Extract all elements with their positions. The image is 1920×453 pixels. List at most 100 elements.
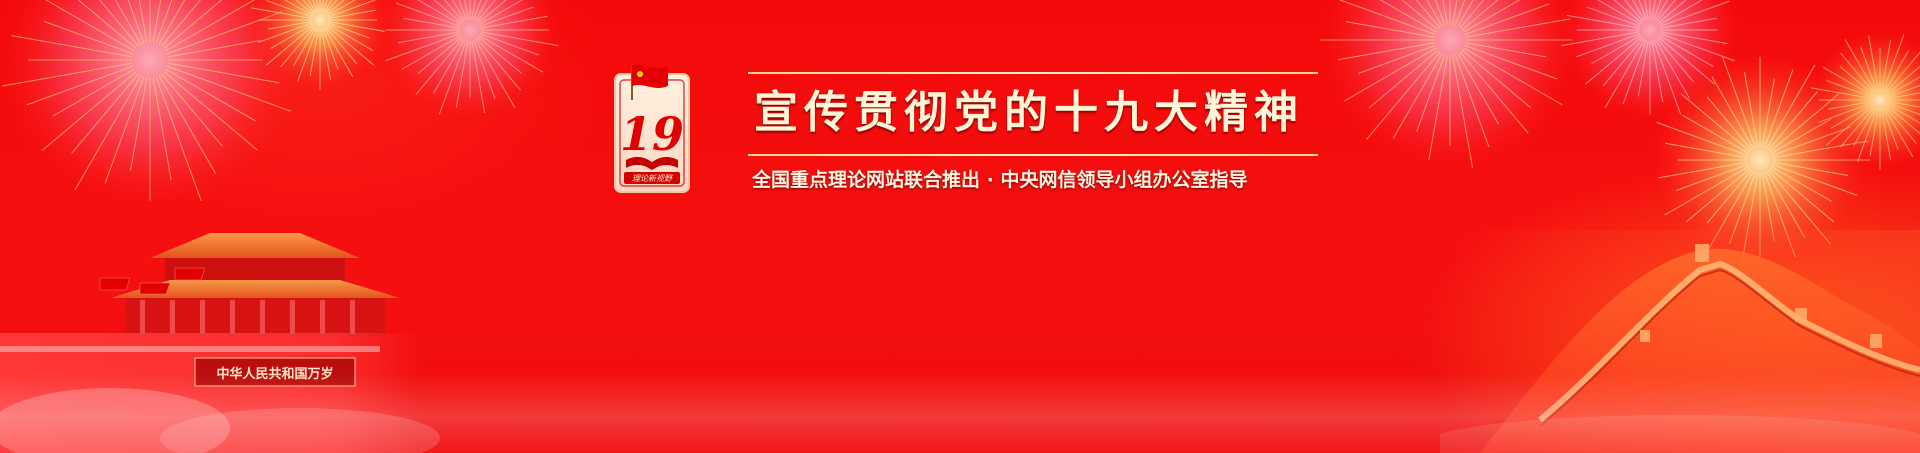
firework-spark — [1711, 76, 1754, 149]
firework-spark — [268, 20, 312, 30]
firework-spark — [1604, 39, 1646, 109]
firework-spark — [1465, 18, 1571, 38]
firework-spark — [328, 9, 377, 20]
firework-spark — [1659, 33, 1735, 62]
firework-spark — [385, 33, 461, 62]
firework-spark — [167, 62, 280, 84]
firework-spark — [1882, 34, 1905, 93]
firework-spark — [397, 31, 460, 44]
firework-spark — [1337, 42, 1435, 61]
great-wall-illustration — [1440, 230, 1920, 453]
firework-spark — [1632, 0, 1646, 21]
firework-spark — [327, 0, 377, 18]
firework-spark — [1461, 0, 1499, 31]
firework-spark — [479, 6, 534, 27]
firework-spark — [1887, 102, 1920, 116]
firework-spark — [455, 40, 469, 108]
firework-spark — [1428, 55, 1448, 161]
firework-spark — [1426, 0, 1443, 27]
firework-spark — [1764, 69, 1794, 148]
firework-spark — [1886, 65, 1920, 95]
firework-spark — [315, 0, 320, 12]
firework-spark — [158, 75, 217, 174]
firework-spark — [1461, 49, 1532, 109]
firework-spark — [266, 25, 314, 66]
firework-spark — [1665, 142, 1748, 159]
firework-spark — [327, 0, 356, 17]
firework-spark — [1883, 50, 1909, 93]
firework-spark — [415, 37, 464, 95]
firework-spark — [1886, 105, 1920, 135]
firework-spark — [1675, 164, 1748, 192]
firework-spark — [161, 0, 201, 47]
firework-spark — [1561, 31, 1640, 47]
firework-spark — [1888, 92, 1920, 100]
title-top-rule — [748, 72, 1318, 74]
firework-spark — [1659, 0, 1703, 26]
firework-spark — [480, 15, 548, 29]
firework-spark — [312, 0, 318, 13]
firework-spark — [1454, 0, 1466, 26]
firework-spark — [165, 0, 255, 52]
firework-spark — [1860, 46, 1878, 93]
firework-spark — [1651, 0, 1656, 20]
firework-spark — [471, 40, 486, 114]
firework-spark — [401, 34, 461, 70]
firework-spark — [1457, 0, 1474, 27]
firework-spark — [1887, 103, 1920, 124]
firework-spark — [1434, 0, 1446, 26]
firework-spark — [293, 27, 317, 66]
firework-spark — [1442, 0, 1448, 25]
firework-spark — [1637, 40, 1649, 97]
firework-spark — [320, 28, 332, 81]
firework-spark — [473, 39, 496, 99]
firework-spark — [1766, 64, 1816, 149]
firework-spark — [45, 0, 135, 52]
firework-spark — [1415, 0, 1441, 29]
firework-spark — [309, 28, 320, 77]
firework-spark — [1828, 100, 1872, 110]
firework-spark — [114, 0, 142, 45]
firework-spark — [474, 0, 488, 21]
firework-spark — [250, 7, 312, 20]
firework-spark — [1653, 39, 1682, 115]
page-title: 宣传贯彻党的十九大精神 — [754, 87, 1304, 138]
firework-spark — [1452, 55, 1474, 169]
firework-spark — [458, 0, 467, 21]
firework-spark — [323, 27, 354, 78]
firework-spark — [266, 0, 313, 18]
firework-spark — [104, 76, 145, 184]
bottom-fade — [0, 373, 1920, 453]
firework-spark — [1830, 103, 1873, 129]
firework-spark — [1869, 108, 1880, 157]
firework-spark — [474, 39, 516, 109]
firework-spark — [325, 26, 357, 64]
firework-spark — [1771, 166, 1832, 202]
firework-spark — [1586, 6, 1641, 27]
firework-spark — [258, 22, 313, 43]
firework-spark — [438, 39, 467, 115]
firework-spark — [1638, 0, 1647, 21]
firework-spark — [433, 39, 466, 94]
firework-spark — [163, 0, 223, 49]
firework-spark — [1664, 166, 1749, 216]
firework-spark — [1844, 39, 1877, 93]
firework-spark — [473, 0, 482, 21]
title-bottom-rule — [748, 154, 1318, 156]
firework-spark — [52, 68, 135, 117]
firework-spark — [471, 0, 476, 20]
firework-spark — [1769, 168, 1835, 223]
firework-spark — [307, 0, 317, 13]
firework-spark — [1459, 0, 1485, 29]
firework-spark — [1657, 36, 1715, 85]
firework-spark — [1682, 114, 1749, 154]
firework-spark — [1883, 107, 1914, 158]
firework-spark — [476, 0, 496, 23]
firework-spark — [1685, 168, 1751, 223]
firework-spark — [77, 0, 137, 49]
firework-spark — [284, 0, 313, 17]
firework-spark — [1880, 39, 1892, 92]
firework-spark — [1839, 65, 1874, 95]
firework-spark — [1602, 37, 1644, 87]
